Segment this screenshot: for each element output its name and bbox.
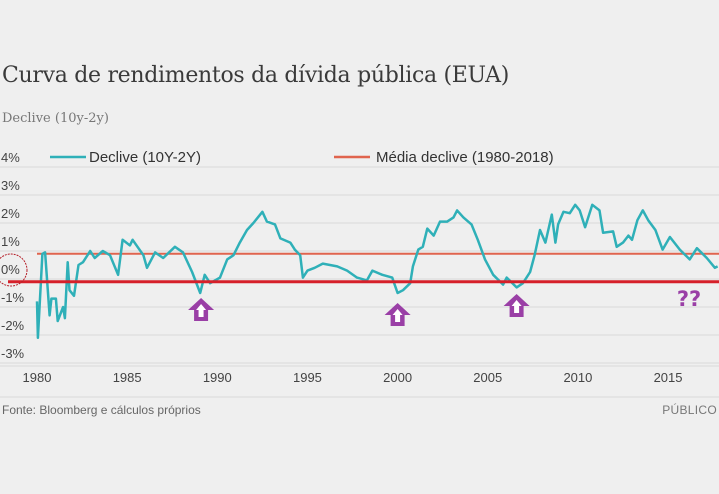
legend: Declive (10Y-2Y) Média declive (1980-201… bbox=[50, 149, 554, 166]
annotation-arrows bbox=[188, 294, 530, 326]
x-tick-label: 2015 bbox=[654, 370, 683, 385]
legend-label-declive: Declive (10Y-2Y) bbox=[89, 149, 201, 166]
chart-title: Curva de rendimentos da dívida pública (… bbox=[2, 63, 509, 88]
y-tick-label: -1% bbox=[1, 290, 25, 305]
series-line-declive bbox=[35, 203, 719, 340]
y-tick-label: -3% bbox=[1, 346, 25, 361]
legend-label-media: Média declive (1980-2018) bbox=[376, 149, 554, 166]
up-arrow-inner bbox=[392, 309, 403, 322]
y-tick-label: 4% bbox=[1, 150, 20, 165]
y-tick-label: 2% bbox=[1, 206, 20, 221]
annotation-question-marks: ?? bbox=[677, 287, 701, 311]
x-tick-label: 2010 bbox=[563, 370, 592, 385]
up-arrow-inner bbox=[196, 304, 207, 317]
y-tick-label: -2% bbox=[1, 318, 25, 333]
source-note: Fonte: Bloomberg e cálculos próprios bbox=[2, 403, 201, 417]
up-arrow-inner bbox=[511, 300, 522, 313]
x-tick-label: 1985 bbox=[113, 370, 142, 385]
x-tick-label: 1990 bbox=[203, 370, 232, 385]
x-tick-label: 1980 bbox=[23, 370, 52, 385]
y-tick-label: 0% bbox=[1, 262, 20, 277]
x-axis-ticks: 1980 1985 1990 1995 2000 2005 2010 2015 bbox=[23, 370, 683, 385]
chart-subtitle: Declive (10y-2y) bbox=[2, 111, 109, 126]
x-tick-label: 2000 bbox=[383, 370, 412, 385]
x-tick-label: 2005 bbox=[473, 370, 502, 385]
x-tick-label: 1995 bbox=[293, 370, 322, 385]
annotation-circle bbox=[0, 253, 28, 287]
y-tick-label: 3% bbox=[1, 178, 20, 193]
y-axis-ticks: 4% 3% 2% 1% 0% -1% -2% -3% bbox=[1, 150, 25, 361]
brand-logo-text: PÚBLICO bbox=[662, 403, 717, 417]
gridlines bbox=[0, 166, 719, 398]
y-tick-label: 1% bbox=[1, 234, 20, 249]
